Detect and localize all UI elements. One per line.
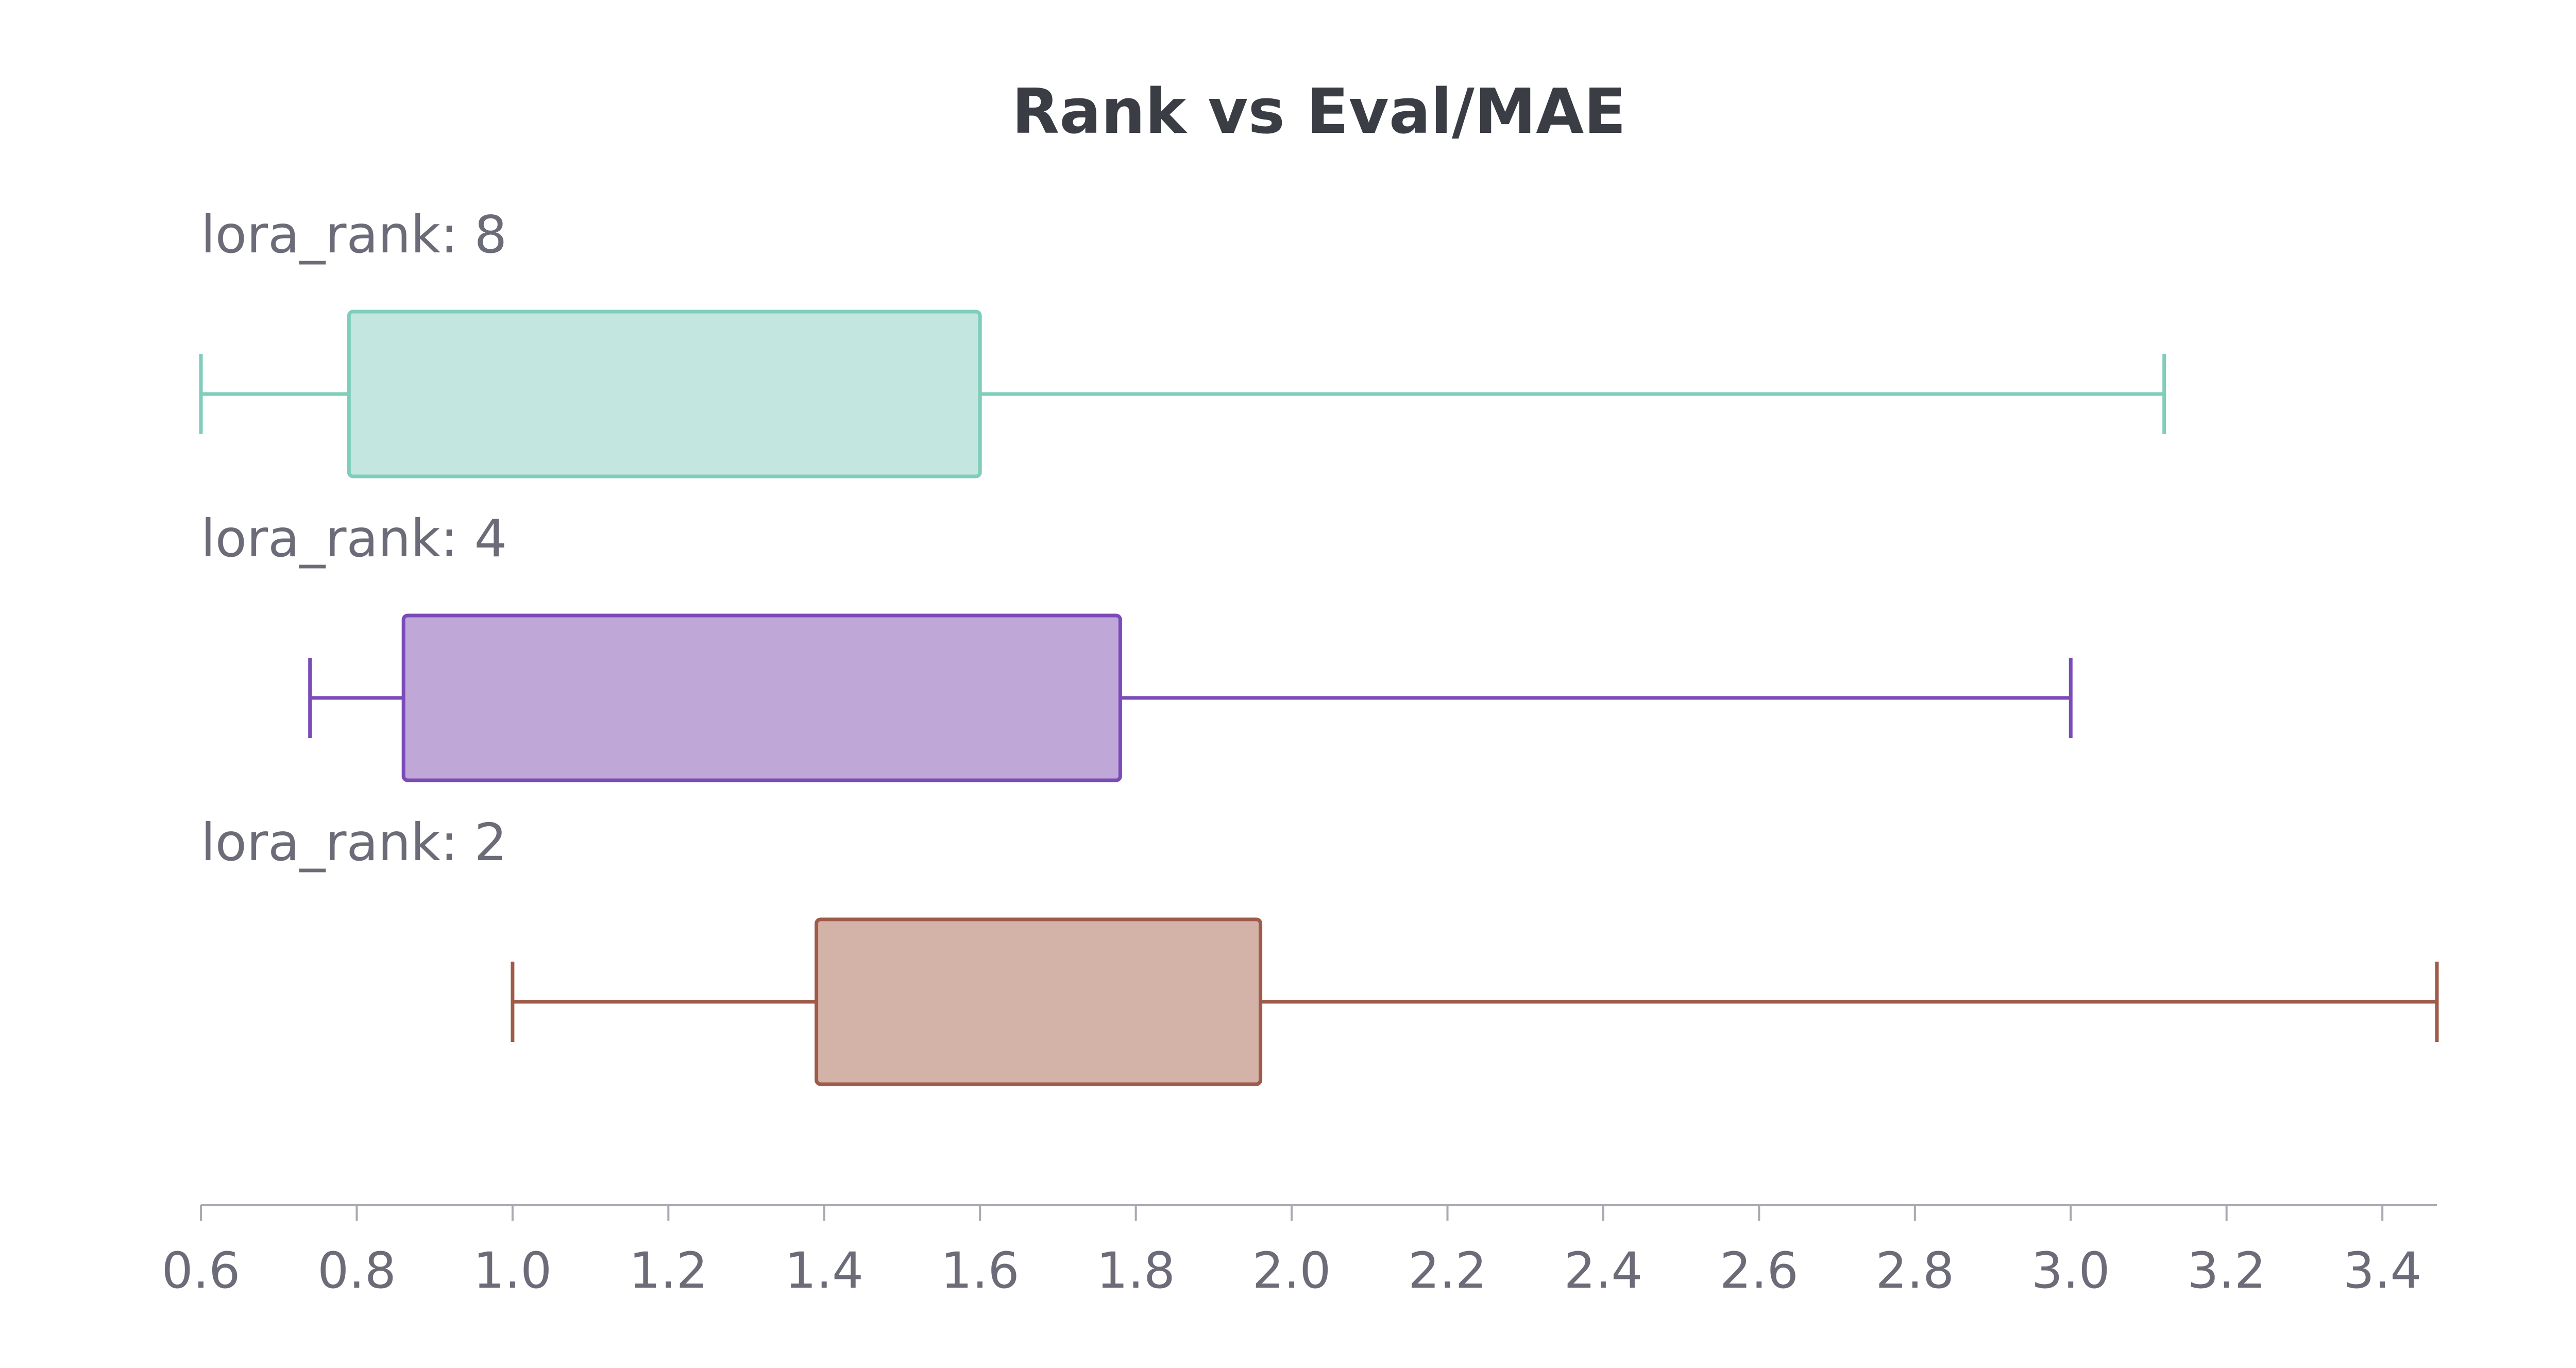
- iqr-box: [401, 613, 1122, 782]
- box-group: lora_rank: 4: [201, 508, 2073, 782]
- x-tick-label: 3.2: [2187, 1242, 2266, 1299]
- x-tick-label: 1.2: [629, 1242, 708, 1299]
- group-label: lora_rank: 8: [201, 204, 507, 265]
- x-tick-label: 0.8: [317, 1242, 396, 1299]
- box-group: lora_rank: 2: [201, 812, 2439, 1086]
- x-tick-label: 1.8: [1096, 1242, 1175, 1299]
- x-tick-label: 1.0: [473, 1242, 552, 1299]
- box-group: lora_rank: 8: [199, 204, 2166, 478]
- x-tick-label: 3.4: [2343, 1242, 2422, 1299]
- iqr-box: [815, 917, 1263, 1086]
- x-tick-label: 1.6: [941, 1242, 1020, 1299]
- iqr-box: [347, 310, 982, 478]
- chart-title: Rank vs Eval/MAE: [1012, 76, 1626, 148]
- x-tick-label: 2.8: [1875, 1242, 1954, 1299]
- x-tick-label: 3.0: [2031, 1242, 2110, 1299]
- x-tick-label: 1.4: [785, 1242, 863, 1299]
- group-label: lora_rank: 2: [201, 812, 507, 873]
- boxes-layer: lora_rank: 8 lora_rank: 4 lora_rank: 2: [199, 204, 2439, 1086]
- x-tick-label: 2.6: [1720, 1242, 1799, 1299]
- x-axis: 0.6 0.8 1.0 1.2 1.4 1.6 1.8 2.0 2.2 2.4 2.6 2.8 3.0 3…: [162, 1204, 2437, 1299]
- group-label: lora_rank: 4: [201, 508, 507, 569]
- x-tick-label: 2.4: [1564, 1242, 1643, 1299]
- x-tick-label: 2.2: [1408, 1242, 1487, 1299]
- x-tick-label: 2.0: [1252, 1242, 1331, 1299]
- x-tick-label: 0.6: [162, 1242, 241, 1299]
